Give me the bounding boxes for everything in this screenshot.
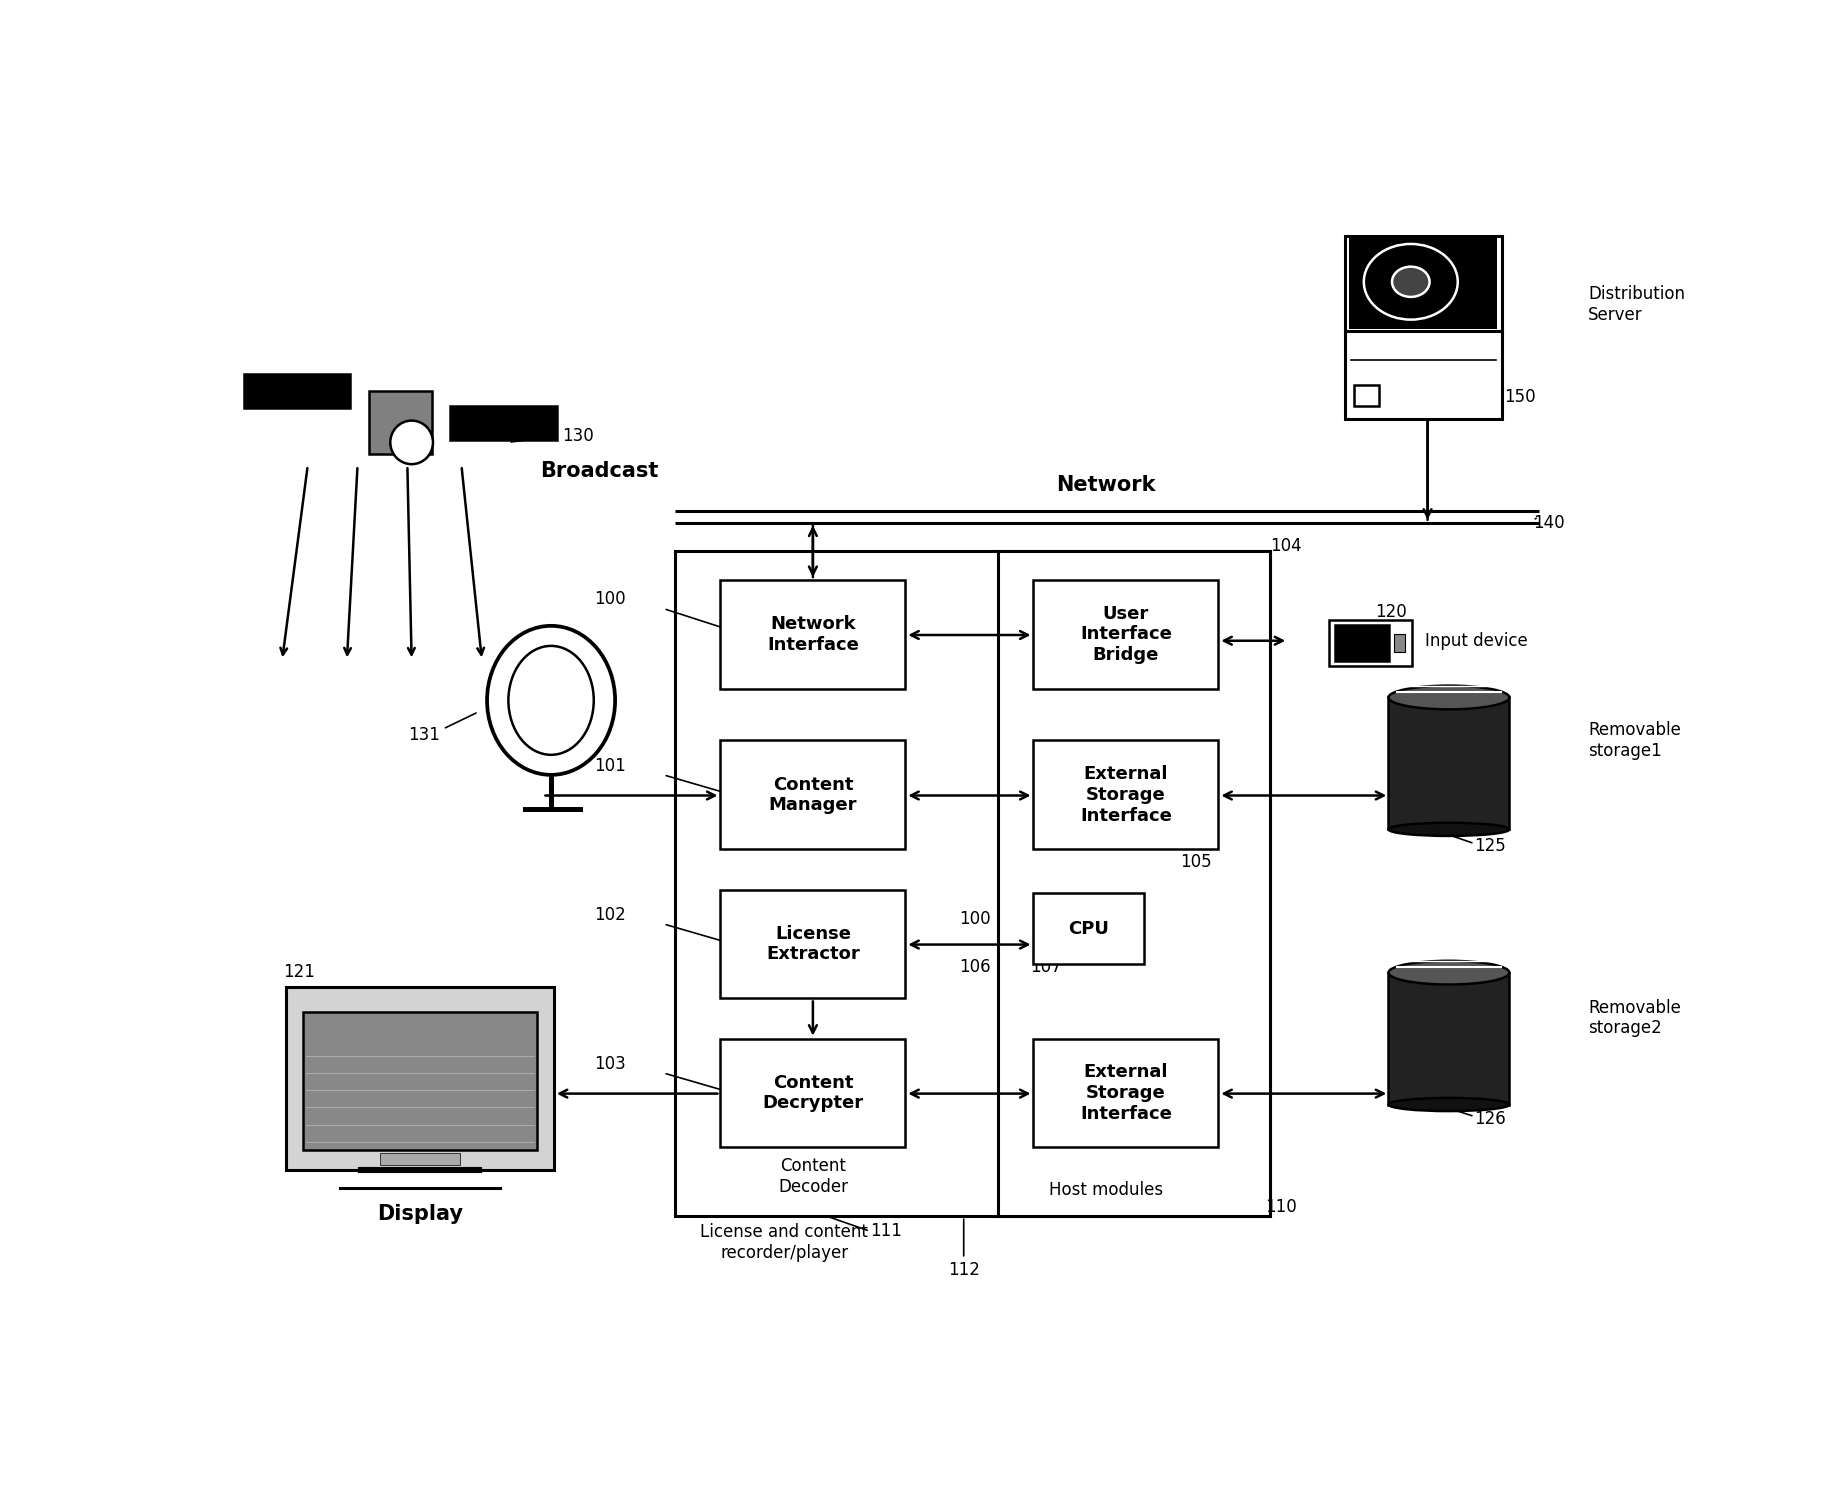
Text: Removable
storage2: Removable storage2 [1588,999,1682,1038]
Bar [676,551,1271,1217]
Text: License
Extractor: License Extractor [766,925,859,963]
Bar [1034,1039,1219,1148]
Bar [1034,740,1219,849]
Circle shape [1364,244,1458,320]
Text: User
Interface
Bridge: User Interface Bridge [1080,605,1171,664]
Text: Host modules: Host modules [1048,1181,1162,1199]
Bar [1394,634,1405,652]
Ellipse shape [1388,1097,1509,1111]
Text: Display: Display [376,1205,463,1224]
Ellipse shape [1388,823,1509,835]
Text: 150: 150 [1504,387,1537,405]
Ellipse shape [509,646,593,755]
Ellipse shape [391,420,433,465]
Bar [999,551,1271,1217]
Bar [1353,386,1379,405]
Bar [1335,625,1388,661]
Text: 104: 104 [1271,536,1302,554]
Bar [1346,235,1502,420]
Bar [1388,972,1509,1105]
Text: Content
Decoder: Content Decoder [778,1157,848,1196]
Text: 112: 112 [947,1261,980,1279]
Bar [720,740,905,849]
Text: 126: 126 [1474,1109,1506,1127]
Text: 101: 101 [593,756,626,774]
FancyBboxPatch shape [244,374,351,408]
Bar [1388,697,1509,829]
Text: External
Storage
Interface: External Storage Interface [1080,765,1171,825]
Text: Network: Network [1056,475,1155,496]
Ellipse shape [1388,960,1509,984]
Text: Removable
storage1: Removable storage1 [1588,721,1682,759]
Bar [1329,619,1412,666]
Text: 102: 102 [593,905,626,923]
Text: Broadcast: Broadcast [540,462,657,481]
Text: Content
Decrypter: Content Decrypter [762,1074,863,1112]
Text: 111: 111 [870,1222,901,1240]
Text: Distribution
Server: Distribution Server [1588,286,1685,325]
Text: 110: 110 [1265,1199,1296,1217]
Ellipse shape [487,625,615,774]
Text: Content
Manager: Content Manager [769,776,857,814]
Text: 121: 121 [283,963,316,981]
Text: 120: 120 [1375,603,1406,621]
Bar [720,1039,905,1148]
Text: 140: 140 [1533,514,1564,532]
Text: 125: 125 [1474,837,1506,855]
Text: CPU: CPU [1069,920,1109,938]
Text: Network
Interface: Network Interface [767,615,859,654]
FancyBboxPatch shape [450,405,556,441]
Text: 100: 100 [593,591,626,609]
Bar [720,889,905,999]
Bar [380,1152,461,1164]
Text: 103: 103 [593,1054,626,1072]
Text: License and content
recorder/player: License and content recorder/player [701,1224,868,1263]
Text: 105: 105 [1181,853,1212,871]
Text: 106: 106 [958,959,991,977]
Bar [303,1013,536,1150]
Bar [720,579,905,689]
Text: 130: 130 [562,426,595,445]
Bar [369,390,431,454]
Bar [286,987,554,1170]
Text: External
Storage
Interface: External Storage Interface [1080,1063,1171,1123]
Circle shape [1392,267,1430,296]
Bar [1034,893,1144,963]
Text: 100: 100 [958,910,991,928]
Text: Input device: Input device [1425,631,1528,649]
Bar [1349,238,1498,329]
Ellipse shape [1388,685,1509,709]
Text: 131: 131 [408,725,441,743]
Text: 107: 107 [1030,959,1063,977]
Bar [1034,579,1219,689]
